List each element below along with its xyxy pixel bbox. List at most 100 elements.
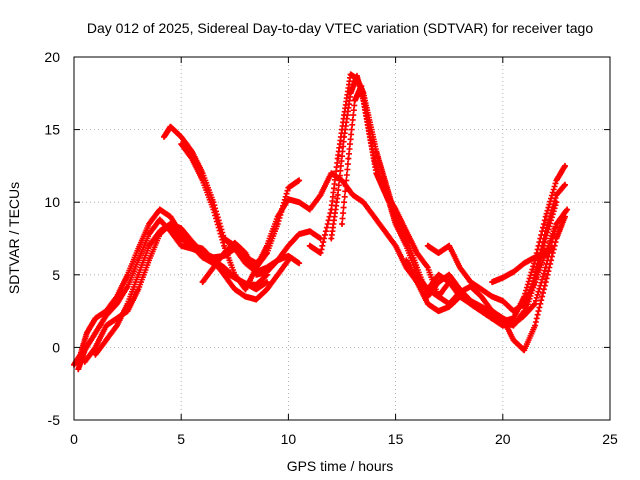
data-point — [126, 309, 130, 313]
series-satellite-track-6 — [178, 141, 249, 293]
chart-title: Day 012 of 2025, Sidereal Day-to-day VTE… — [87, 20, 594, 36]
data-point — [179, 226, 183, 230]
y-tick-label: 5 — [52, 267, 60, 283]
data-point — [359, 84, 363, 88]
data-point — [126, 302, 130, 306]
data-point — [286, 186, 290, 190]
data-point — [436, 280, 441, 284]
data-point — [243, 251, 248, 255]
data-point — [286, 197, 290, 201]
data-point — [447, 244, 451, 248]
data-point — [93, 353, 98, 357]
data-point — [469, 299, 473, 303]
x-tick-label: 10 — [281, 431, 297, 447]
data-point — [308, 207, 312, 212]
data-point — [136, 287, 140, 291]
data-point — [85, 331, 89, 335]
data-point — [179, 236, 183, 241]
data-point — [522, 302, 526, 306]
data-point — [211, 207, 215, 212]
data-point — [563, 215, 567, 219]
y-tick-label: 10 — [44, 194, 60, 210]
data-point — [372, 157, 376, 161]
data-point — [158, 218, 162, 222]
data-point — [501, 276, 505, 280]
data-point — [83, 360, 87, 364]
data-point — [104, 313, 108, 318]
data-point — [233, 273, 237, 277]
data-point — [348, 72, 353, 77]
data-point — [490, 316, 494, 320]
data-point — [565, 207, 569, 212]
data-point — [511, 338, 516, 342]
data-point — [233, 287, 237, 291]
data-point — [533, 255, 537, 259]
data-point — [511, 309, 516, 313]
data-point — [222, 236, 226, 241]
series-satellite-track-7 — [199, 228, 324, 286]
data-point — [286, 244, 290, 248]
data-point — [201, 178, 205, 183]
data-point — [254, 283, 258, 287]
data-point — [511, 270, 516, 274]
data-point — [501, 299, 505, 303]
data-point — [243, 287, 248, 291]
data-point — [501, 316, 505, 320]
y-axis-label: SDTVAR / TECUs — [6, 182, 22, 294]
data-point — [544, 280, 548, 284]
data-point — [168, 125, 173, 129]
data-point — [136, 247, 140, 251]
data-point — [179, 244, 183, 248]
series-satellite-track-13 — [403, 213, 568, 354]
data-point — [447, 273, 451, 277]
data-point — [265, 244, 269, 248]
data-point — [436, 309, 441, 313]
data-point — [511, 316, 516, 320]
data-point — [254, 297, 258, 302]
data-point — [136, 258, 140, 262]
data-point — [479, 287, 483, 291]
data-point — [346, 157, 351, 161]
data-point — [190, 157, 194, 161]
data-point — [381, 171, 385, 175]
data-point — [426, 265, 430, 270]
data-point — [168, 215, 173, 219]
data-point — [490, 280, 494, 284]
series-satellite-track-14 — [424, 221, 560, 315]
data-point — [136, 273, 140, 277]
data-point — [126, 273, 130, 277]
data-point — [276, 215, 280, 219]
data-point — [329, 207, 333, 212]
data-point — [522, 313, 526, 318]
data-point — [222, 265, 226, 270]
data-point — [286, 254, 290, 258]
data-point — [265, 280, 269, 284]
data-point — [158, 229, 162, 233]
data-point — [355, 74, 359, 78]
y-tick-label: 0 — [52, 339, 60, 355]
x-tick-label: 0 — [70, 431, 78, 447]
data-point — [563, 183, 567, 187]
data-point — [533, 324, 537, 328]
data-point — [404, 258, 408, 262]
data-point — [554, 200, 559, 204]
data-point — [469, 280, 473, 284]
data-point — [544, 215, 548, 219]
data-point — [115, 324, 119, 328]
data-point — [93, 331, 98, 335]
data-point — [554, 193, 559, 197]
data-point — [479, 294, 483, 299]
data-point — [190, 239, 194, 244]
data-point — [276, 273, 280, 277]
data-point — [297, 261, 301, 265]
data-point — [243, 294, 248, 299]
data-point — [318, 251, 323, 255]
data-point — [222, 273, 226, 277]
data-point — [522, 261, 526, 265]
data-point — [394, 207, 398, 212]
data-point — [404, 244, 408, 248]
plot-frame — [73, 56, 611, 421]
data-point — [222, 251, 226, 255]
data-point — [126, 284, 130, 289]
